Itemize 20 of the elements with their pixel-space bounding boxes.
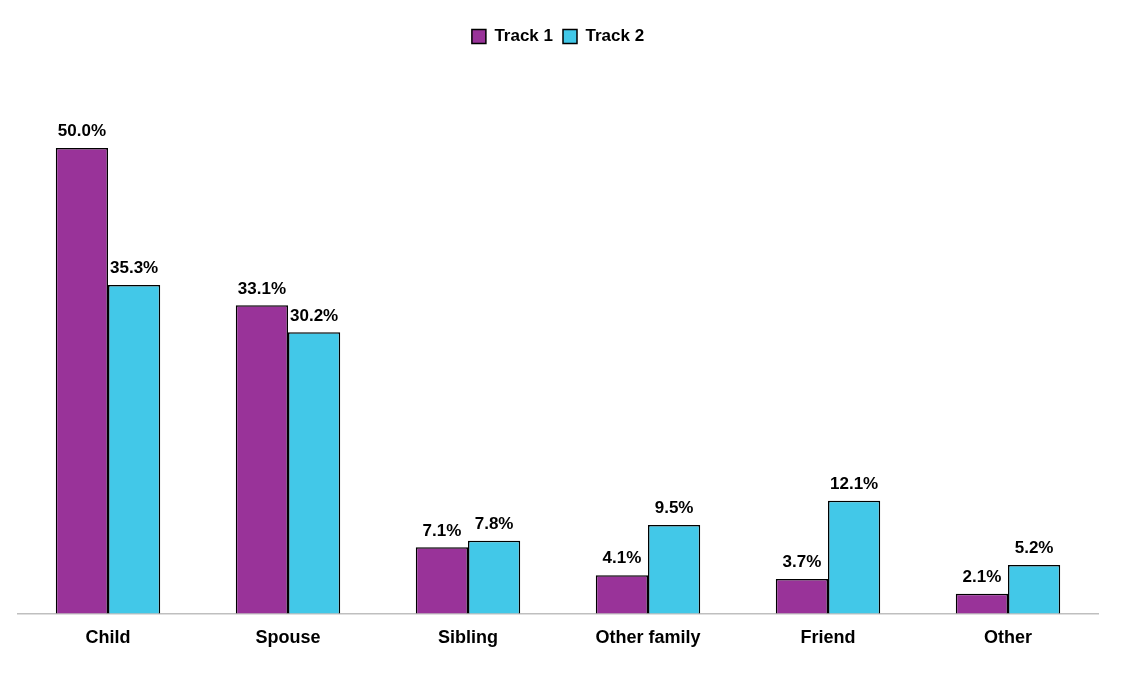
- x-tick-label: Other family: [595, 627, 701, 648]
- data-label: 4.1%: [602, 548, 642, 568]
- x-tick-label: Other: [983, 627, 1033, 648]
- data-label: 2.1%: [962, 567, 1002, 587]
- data-label: 35.3%: [110, 258, 159, 278]
- data-label: 30.2%: [290, 305, 339, 325]
- data-label: 3.7%: [782, 552, 822, 572]
- x-tick-label: Child: [85, 627, 131, 648]
- legend-label: Track 2: [585, 26, 645, 46]
- x-tick-label: Spouse: [255, 627, 321, 648]
- data-label: 12.1%: [830, 473, 879, 493]
- data-label: 7.8%: [474, 514, 514, 533]
- legend-label: Track 1: [494, 26, 554, 46]
- x-tick-label: Sibling: [438, 627, 498, 648]
- x-tick-label: Friend: [800, 627, 856, 648]
- data-label: 33.1%: [237, 278, 286, 298]
- data-label: 50.0%: [57, 121, 106, 141]
- data-label: 9.5%: [654, 498, 694, 518]
- data-label: 7.1%: [422, 520, 462, 540]
- data-label: 5.2%: [1014, 538, 1054, 558]
